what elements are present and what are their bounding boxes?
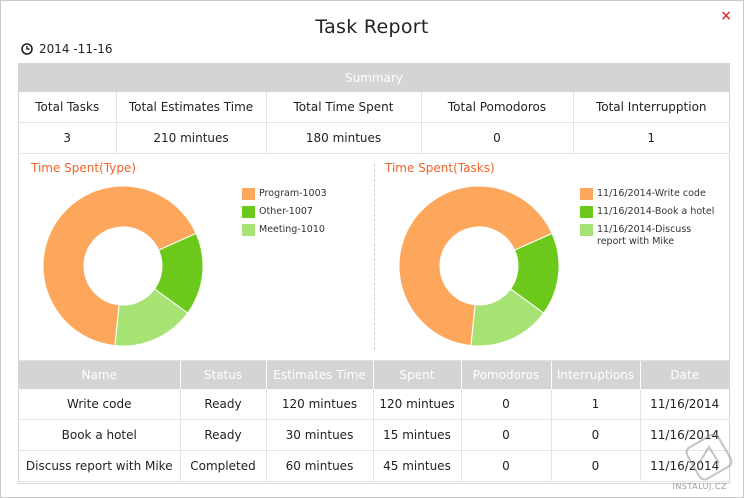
task-estimate: 120 mintues	[266, 389, 374, 420]
task-name: Book a hotel	[19, 419, 181, 451]
tasks-col-status: Status	[180, 361, 267, 389]
tasks-col-interruptions: Interruptions	[551, 361, 641, 389]
task-spent: 120 mintues	[373, 389, 462, 420]
summary-value-total-estimates: 210 mintues	[116, 122, 267, 154]
summary-value-total-spent: 180 mintues	[266, 122, 422, 154]
task-interruptions: 0	[551, 450, 641, 482]
summary-table: Total Tasks Total Estimates Time Total T…	[19, 92, 729, 154]
summary-col-total-spent: Total Time Spent	[266, 92, 422, 123]
legend-item: 11/16/2014-Write code	[580, 188, 719, 200]
legend-label: Program-1003	[259, 188, 327, 199]
tasks-col-pomodoros: Pomodoros	[461, 361, 552, 389]
summary-value-total-interruptions: 1	[573, 122, 729, 154]
task-spent: 15 mintues	[373, 419, 462, 451]
legend-label: 11/16/2014-Write code	[597, 188, 706, 199]
task-estimate: 30 mintues	[266, 419, 374, 451]
report-date: 2014 -11-16	[21, 41, 113, 57]
legend-swatch	[242, 188, 255, 200]
summary-col-total-estimates: Total Estimates Time	[116, 92, 267, 123]
summary-col-total-tasks: Total Tasks	[19, 92, 117, 123]
tasks-table: Name Status Estimates Time Spent Pomodor…	[19, 361, 729, 482]
chart-type: Time Spent(Type) Program-1003 Other-1007 M…	[19, 154, 374, 360]
task-interruptions: 0	[551, 419, 641, 451]
legend-item: 11/16/2014-Book a hotel	[580, 206, 719, 218]
legend-tasks: 11/16/2014-Write code 11/16/2014-Book a h…	[580, 188, 719, 254]
legend-item: Other-1007	[242, 206, 381, 218]
legend-item: Meeting-1010	[242, 224, 381, 236]
legend-label: Meeting-1010	[259, 224, 325, 235]
task-pomodoros: 0	[461, 389, 552, 420]
table-row[interactable]: Write code Ready 120 mintues 120 mintues…	[19, 389, 729, 420]
task-status: Ready	[180, 389, 267, 420]
legend-swatch	[580, 206, 593, 218]
legend-label: 11/16/2014-Book a hotel	[597, 206, 715, 217]
table-row[interactable]: Discuss report with Mike Completed 60 mi…	[19, 450, 729, 482]
charts-divider	[374, 164, 375, 350]
task-pomodoros: 0	[461, 450, 552, 482]
task-name: Write code	[19, 389, 181, 420]
chart-title-type: Time Spent(Type)	[31, 161, 137, 175]
legend-swatch	[242, 224, 255, 236]
tasks-col-name: Name	[19, 361, 181, 389]
watermark-logo-icon	[685, 433, 733, 481]
summary-header-row: Total Tasks Total Estimates Time Total T…	[19, 92, 729, 123]
summary-value-total-pomodoros: 0	[421, 122, 574, 154]
task-interruptions: 1	[551, 389, 641, 420]
legend-swatch	[242, 206, 255, 218]
legend-label: 11/16/2014-Discuss report with Mike	[597, 224, 692, 247]
window-title: Task Report	[315, 16, 429, 38]
chart-tasks: Time Spent(Tasks) 11/16/2014-Write code 1…	[375, 154, 729, 360]
legend-label: Other-1007	[259, 206, 313, 217]
legend-item: Program-1003	[242, 188, 381, 200]
report-panel: Summary Total Tasks Total Estimates Time…	[18, 63, 730, 484]
donut-chart-type	[42, 185, 204, 347]
donut-chart-tasks	[398, 185, 560, 347]
task-date: 11/16/2014	[640, 450, 729, 482]
summary-col-total-pomodoros: Total Pomodoros	[421, 92, 574, 123]
legend-swatch	[580, 224, 593, 236]
summary-value-row: 3 210 mintues 180 mintues 0 1	[19, 122, 729, 154]
charts-area: Time Spent(Type) Program-1003 Other-1007 M…	[19, 154, 729, 361]
tasks-col-estimates: Estimates Time	[266, 361, 374, 389]
donut-slice-1	[42, 185, 197, 347]
tasks-header-row: Name Status Estimates Time Spent Pomodor…	[19, 361, 729, 389]
date-text: 2014 -11-16	[39, 42, 113, 56]
summary-value-total-tasks: 3	[19, 122, 117, 154]
task-estimate: 60 mintues	[266, 450, 374, 482]
task-name: Discuss report with Mike	[19, 450, 181, 482]
task-date: 11/16/2014	[640, 389, 729, 420]
task-pomodoros: 0	[461, 419, 552, 451]
legend-type: Program-1003 Other-1007 Meeting-1010	[242, 188, 381, 242]
summary-col-total-interruptions: Total Interrupption	[573, 92, 729, 123]
legend-item: 11/16/2014-Discuss report with Mike	[580, 224, 719, 248]
chart-title-tasks: Time Spent(Tasks)	[385, 161, 495, 175]
tasks-col-spent: Spent	[373, 361, 462, 389]
close-button[interactable]: ×	[720, 8, 732, 24]
table-row[interactable]: Book a hotel Ready 30 mintues 15 mintues…	[19, 419, 729, 451]
donut-slice-1	[398, 185, 553, 347]
tasks-col-date: Date	[640, 361, 729, 389]
legend-swatch	[580, 188, 593, 200]
task-status: Completed	[180, 450, 267, 482]
watermark-text: INSTALUJ.CZ	[672, 482, 727, 491]
summary-header: Summary	[19, 64, 729, 92]
task-status: Ready	[180, 419, 267, 451]
clock-icon	[21, 43, 33, 55]
task-spent: 45 mintues	[373, 450, 462, 482]
